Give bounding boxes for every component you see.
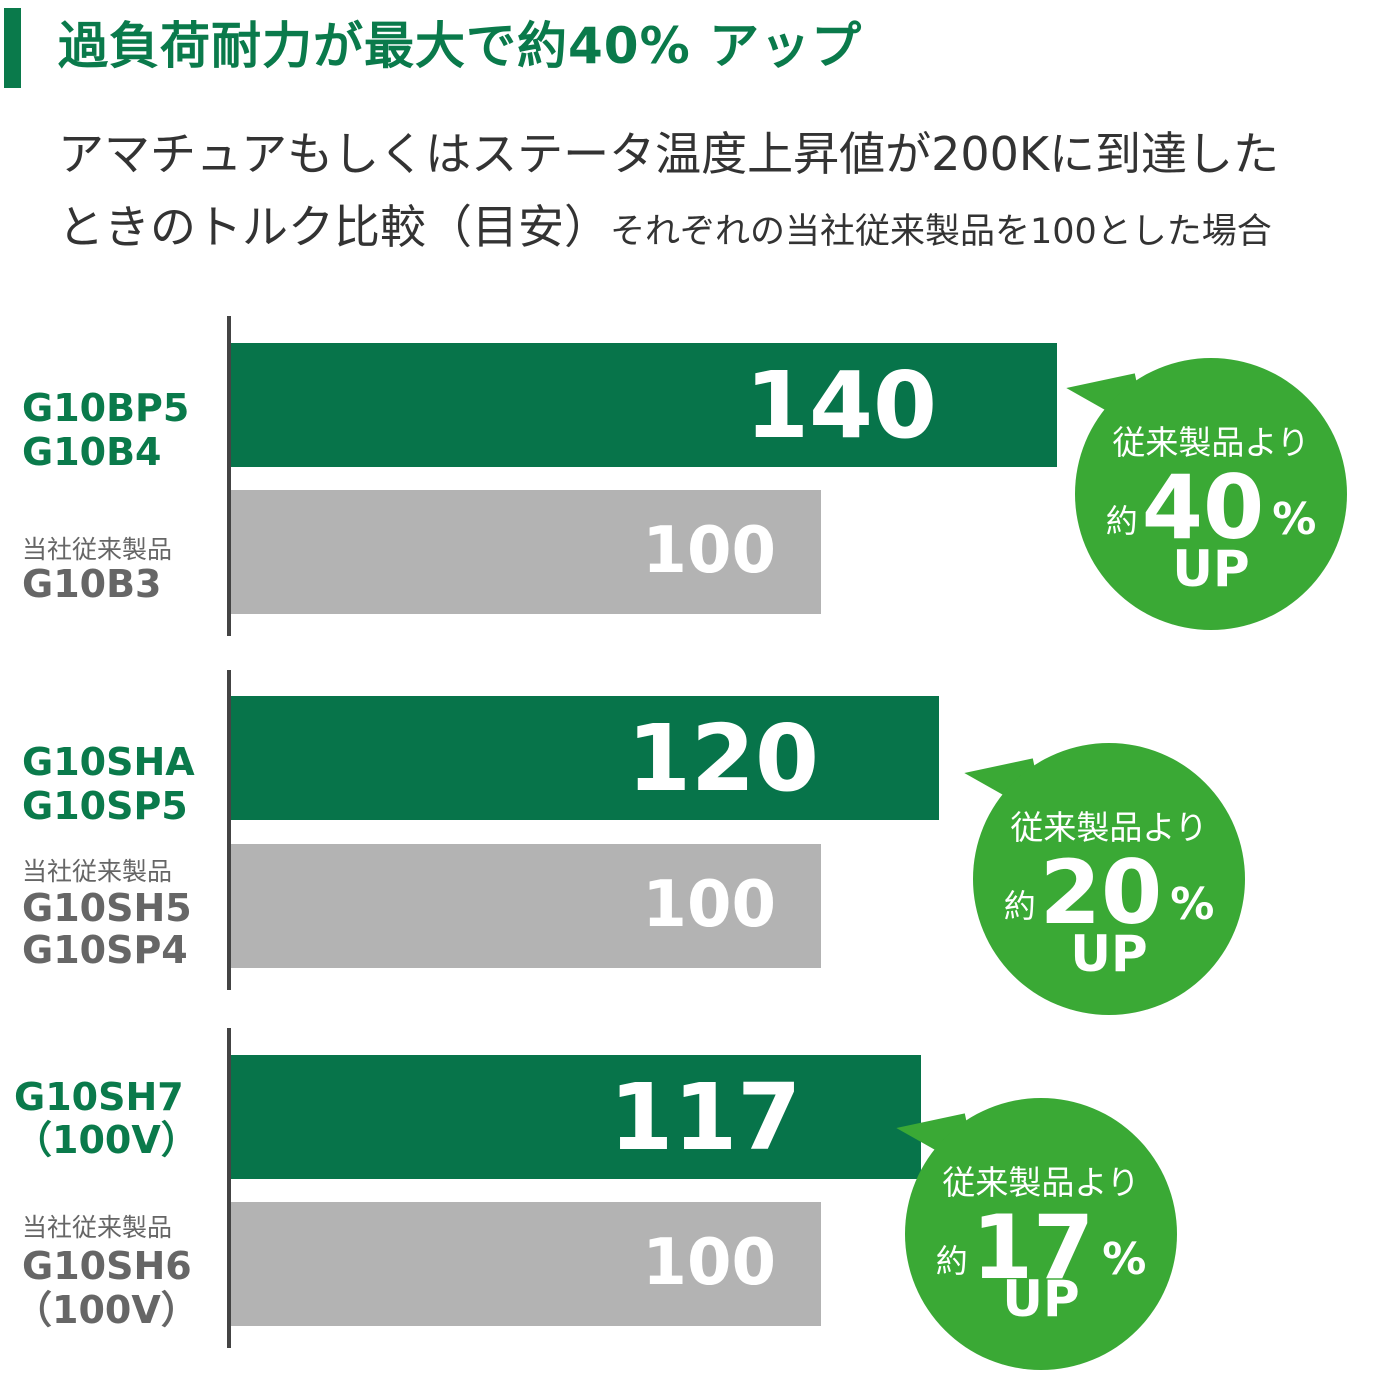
bubble-number: 17 <box>971 1196 1095 1299</box>
subtitle-line-1: アマチュアもしくはステータ温度上昇値が200Kに到達した <box>58 127 1280 181</box>
group-3-new-model-1: G10SH7 <box>14 1075 184 1119</box>
bubble-number: 20 <box>1039 841 1163 944</box>
bubble-circle <box>1075 358 1347 630</box>
bubble-circle <box>973 743 1245 1015</box>
bubble-value-row: 約17% <box>905 1204 1177 1292</box>
value-label-new-group-2: 120 <box>626 705 819 812</box>
page-title: 過負荷耐力が最大で約40% アップ <box>58 17 863 75</box>
bubble-up: UP <box>1002 1270 1080 1328</box>
bar-new-group-1 <box>231 343 1057 467</box>
group-3-old-model-2: （100V） <box>14 1288 199 1332</box>
bar-old-group-3 <box>231 1202 821 1326</box>
bar-old-group-1 <box>231 490 821 614</box>
bubble-group-2: 従来製品より 約20% UP <box>958 735 1248 1015</box>
subtitle-line-2: ときのトルク比較（目安）それぞれの当社従来製品を100とした場合 <box>58 194 1272 265</box>
bubble-percent: % <box>1170 879 1215 930</box>
bubble-group-1: 従来製品より 約40% UP <box>1060 350 1350 630</box>
bubble-number: 40 <box>1141 456 1265 559</box>
bubble-circle <box>905 1098 1177 1370</box>
bubble-group-3: 従来製品より 約17% UP <box>890 1090 1180 1370</box>
group-2-old-caption: 当社従来製品 <box>22 857 173 886</box>
value-label-new-group-3: 117 <box>609 1064 802 1171</box>
bubble-percent: % <box>1102 1234 1147 1285</box>
group-1-new-model-1: G10BP5 <box>22 386 190 430</box>
bubble-caption: 従来製品より <box>942 1163 1140 1202</box>
bubble-caption: 従来製品より <box>1112 423 1310 462</box>
axis-line-group-1 <box>227 316 231 636</box>
title-accent-bar <box>4 8 21 88</box>
value-label-old-group-2: 100 <box>642 868 776 942</box>
bubble-caption: 従来製品より <box>1010 808 1208 847</box>
bar-old-group-2 <box>231 844 821 968</box>
bubble-value-row: 約20% <box>973 849 1245 937</box>
group-2-old-model-1: G10SH5 <box>22 886 192 930</box>
bubble-up: UP <box>1070 925 1148 983</box>
group-2-new-model-1: G10SHA <box>22 740 195 784</box>
group-3-old-model-1: G10SH6 <box>22 1244 192 1288</box>
bubble-percent: % <box>1272 494 1317 545</box>
group-1-new-model-2: G10B4 <box>22 430 162 474</box>
bar-new-group-2 <box>231 696 939 820</box>
bar-new-group-3 <box>231 1055 922 1179</box>
group-2-new-model-2: G10SP5 <box>22 784 188 828</box>
subtitle-line-2-main: ときのトルク比較（目安） <box>58 200 610 254</box>
group-2-old-model-2: G10SP4 <box>22 928 188 972</box>
subtitle-line-2-note: それぞれの当社従来製品を100とした場合 <box>610 212 1272 252</box>
value-label-new-group-1: 140 <box>744 352 937 459</box>
group-1-old-caption: 当社従来製品 <box>22 535 173 564</box>
axis-line-group-3 <box>227 1028 231 1348</box>
bubble-prefix: 約 <box>1105 502 1138 540</box>
value-label-old-group-3: 100 <box>642 1226 776 1300</box>
bubble-prefix: 約 <box>1003 887 1036 925</box>
bubble-prefix: 約 <box>935 1242 968 1280</box>
group-3-old-caption: 当社従来製品 <box>22 1213 173 1242</box>
value-label-old-group-1: 100 <box>642 514 776 588</box>
axis-line-group-2 <box>227 670 231 990</box>
bubble-value-row: 約40% <box>1075 464 1347 552</box>
bubble-up: UP <box>1172 540 1250 598</box>
group-3-new-model-2: （100V） <box>14 1118 199 1162</box>
group-1-old-model-1: G10B3 <box>22 562 162 606</box>
